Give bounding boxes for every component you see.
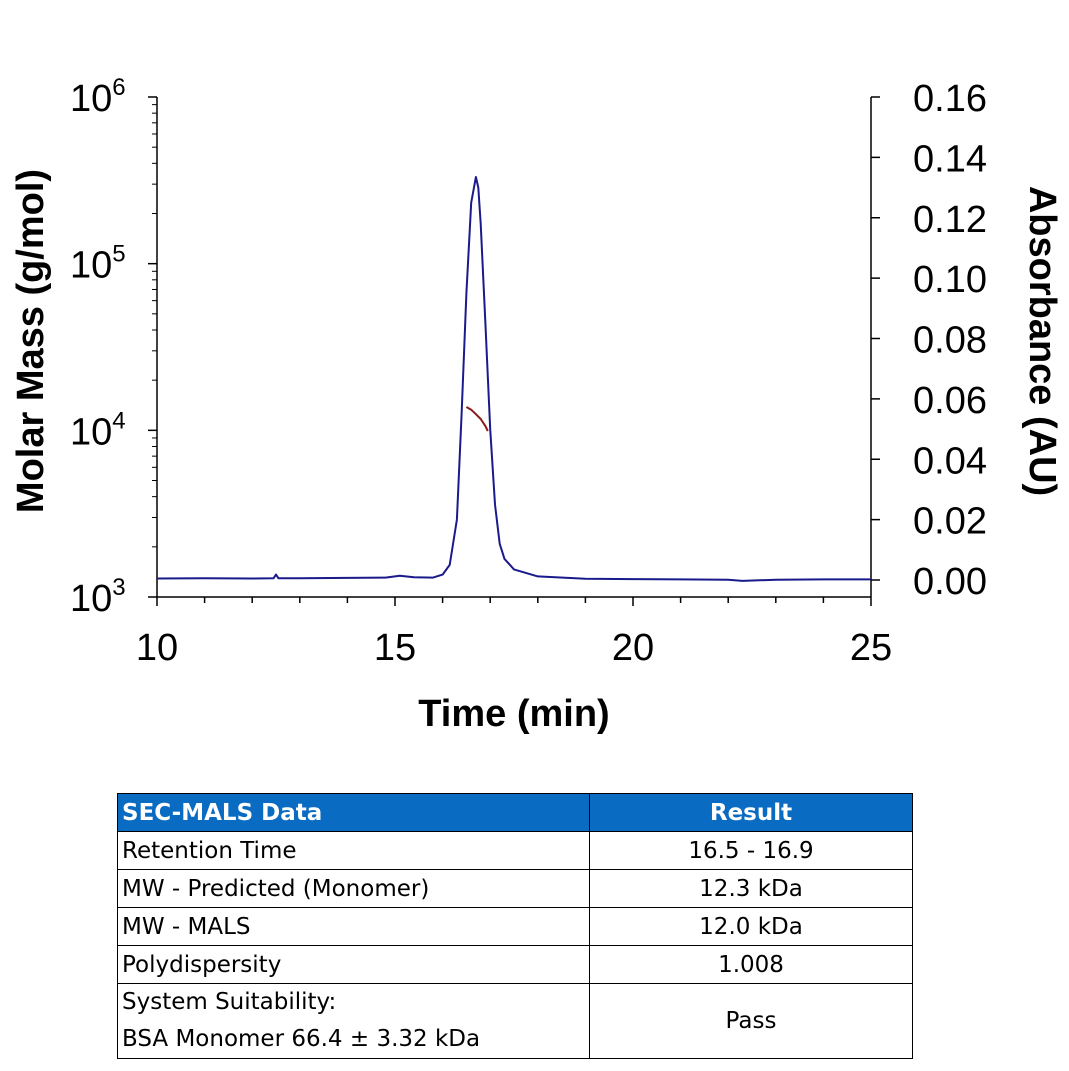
- y-left-tick-label: 106: [70, 74, 126, 120]
- x-tick-label: 20: [612, 627, 654, 669]
- y-right-tick-label: 0.10: [913, 259, 987, 301]
- molar-mass-series-line: [465, 406, 489, 432]
- y-right-tick-label: 0.04: [913, 440, 987, 482]
- row-label: MW - MALS: [117, 907, 590, 946]
- x-tick-label: 10: [136, 627, 178, 669]
- table-row-polydispersity: Polydispersity 1.008: [117, 945, 913, 984]
- header-result: Result: [589, 793, 913, 832]
- x-axis-title: Time (min): [418, 693, 609, 735]
- row-result: 1.008: [589, 945, 913, 984]
- y-right-tick-label: 0.12: [913, 199, 987, 241]
- y-left-tick-label: 104: [70, 407, 126, 453]
- sec-mals-results-table: SEC-MALS Data Result Retention Time 16.5…: [117, 793, 913, 1059]
- y-right-tick-label: 0.14: [913, 138, 987, 180]
- table-row-retention-time: Retention Time 16.5 - 16.9: [117, 831, 913, 870]
- x-tick-label: 15: [374, 627, 416, 669]
- y-left-tick-label: 105: [70, 241, 126, 287]
- table-row-system-suitability: System Suitability: BSA Monomer 66.4 ± 3…: [117, 983, 913, 1059]
- row-result: 12.3 kDa: [589, 869, 913, 908]
- y-left-axis-title: Molar Mass (g/mol): [10, 169, 52, 513]
- suitability-line-2: BSA Monomer 66.4 ± 3.32 kDa: [122, 1026, 481, 1052]
- y-left-tick-label: 103: [70, 574, 126, 620]
- y-right-tick-label: 0.06: [913, 380, 987, 422]
- row-label: System Suitability: BSA Monomer 66.4 ± 3…: [117, 983, 590, 1059]
- row-result: 12.0 kDa: [589, 907, 913, 946]
- table-header-row: SEC-MALS Data Result: [117, 793, 913, 832]
- row-label: Polydispersity: [117, 945, 590, 984]
- header-sec-mals-data: SEC-MALS Data: [117, 793, 590, 832]
- y-right-tick-label: 0.08: [913, 320, 987, 362]
- y-right-axis-title: Absorbance (AU): [1021, 186, 1063, 496]
- sec-mals-chart: 10 15 20 25 103 104 105 106 0.00 0.02 0.04 0.06 0.08…: [10, 74, 1063, 735]
- chart-axes: 10 15 20 25 103 104 105 106 0.00 0.02 0.04 0.06 0.08…: [10, 74, 1063, 735]
- y-right-tick-label: 0.02: [913, 501, 987, 543]
- y-right-tick-label: 0.16: [913, 78, 987, 120]
- row-result: 16.5 - 16.9: [589, 831, 913, 870]
- suitability-line-1: System Suitability:: [122, 989, 337, 1015]
- row-label: Retention Time: [117, 831, 590, 870]
- y-right-tick-label: 0.00: [913, 561, 987, 603]
- table-row-mw-predicted: MW - Predicted (Monomer) 12.3 kDa: [117, 869, 913, 908]
- x-tick-label: 25: [850, 627, 892, 669]
- chart-plot-area: [156, 176, 871, 582]
- absorbance-series-line: [156, 176, 871, 582]
- row-label: MW - Predicted (Monomer): [117, 869, 590, 908]
- row-result: Pass: [589, 983, 913, 1059]
- table-row-mw-mals: MW - MALS 12.0 kDa: [117, 907, 913, 946]
